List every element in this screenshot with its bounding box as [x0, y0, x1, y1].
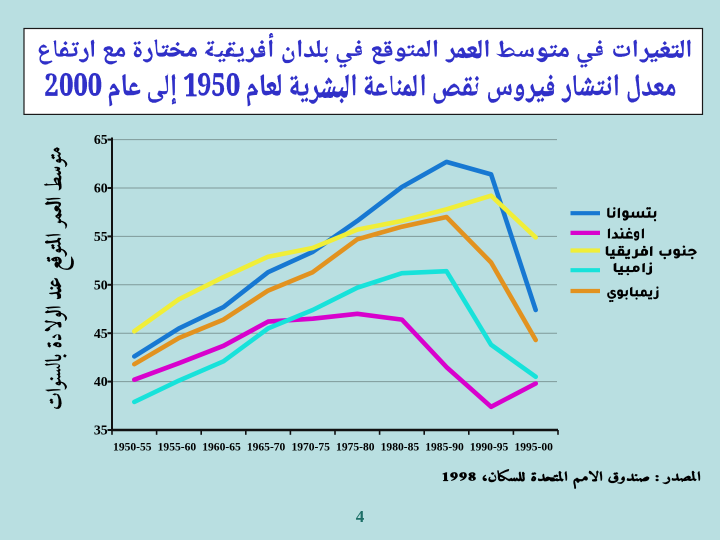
svg-text:1975-80: 1975-80: [336, 441, 375, 454]
svg-text:1985-90: 1985-90: [425, 441, 464, 454]
svg-text:1960-65: 1960-65: [202, 441, 241, 454]
svg-text:1995-00: 1995-00: [514, 441, 553, 454]
svg-text:1955-60: 1955-60: [158, 441, 197, 454]
svg-text:45: 45: [94, 326, 108, 341]
svg-text:1990-95: 1990-95: [470, 441, 509, 454]
svg-text:65: 65: [94, 132, 108, 147]
svg-text:60: 60: [94, 181, 108, 196]
svg-text:40: 40: [94, 374, 108, 389]
svg-text:1980-85: 1980-85: [381, 441, 420, 454]
svg-text:35: 35: [94, 423, 108, 438]
svg-text:4: 4: [356, 507, 365, 526]
svg-text:50: 50: [94, 277, 108, 292]
svg-text:1950-55: 1950-55: [113, 441, 152, 454]
svg-text:1965-70: 1965-70: [247, 441, 286, 454]
svg-text:55: 55: [94, 229, 108, 244]
svg-text:1970-75: 1970-75: [291, 441, 330, 454]
